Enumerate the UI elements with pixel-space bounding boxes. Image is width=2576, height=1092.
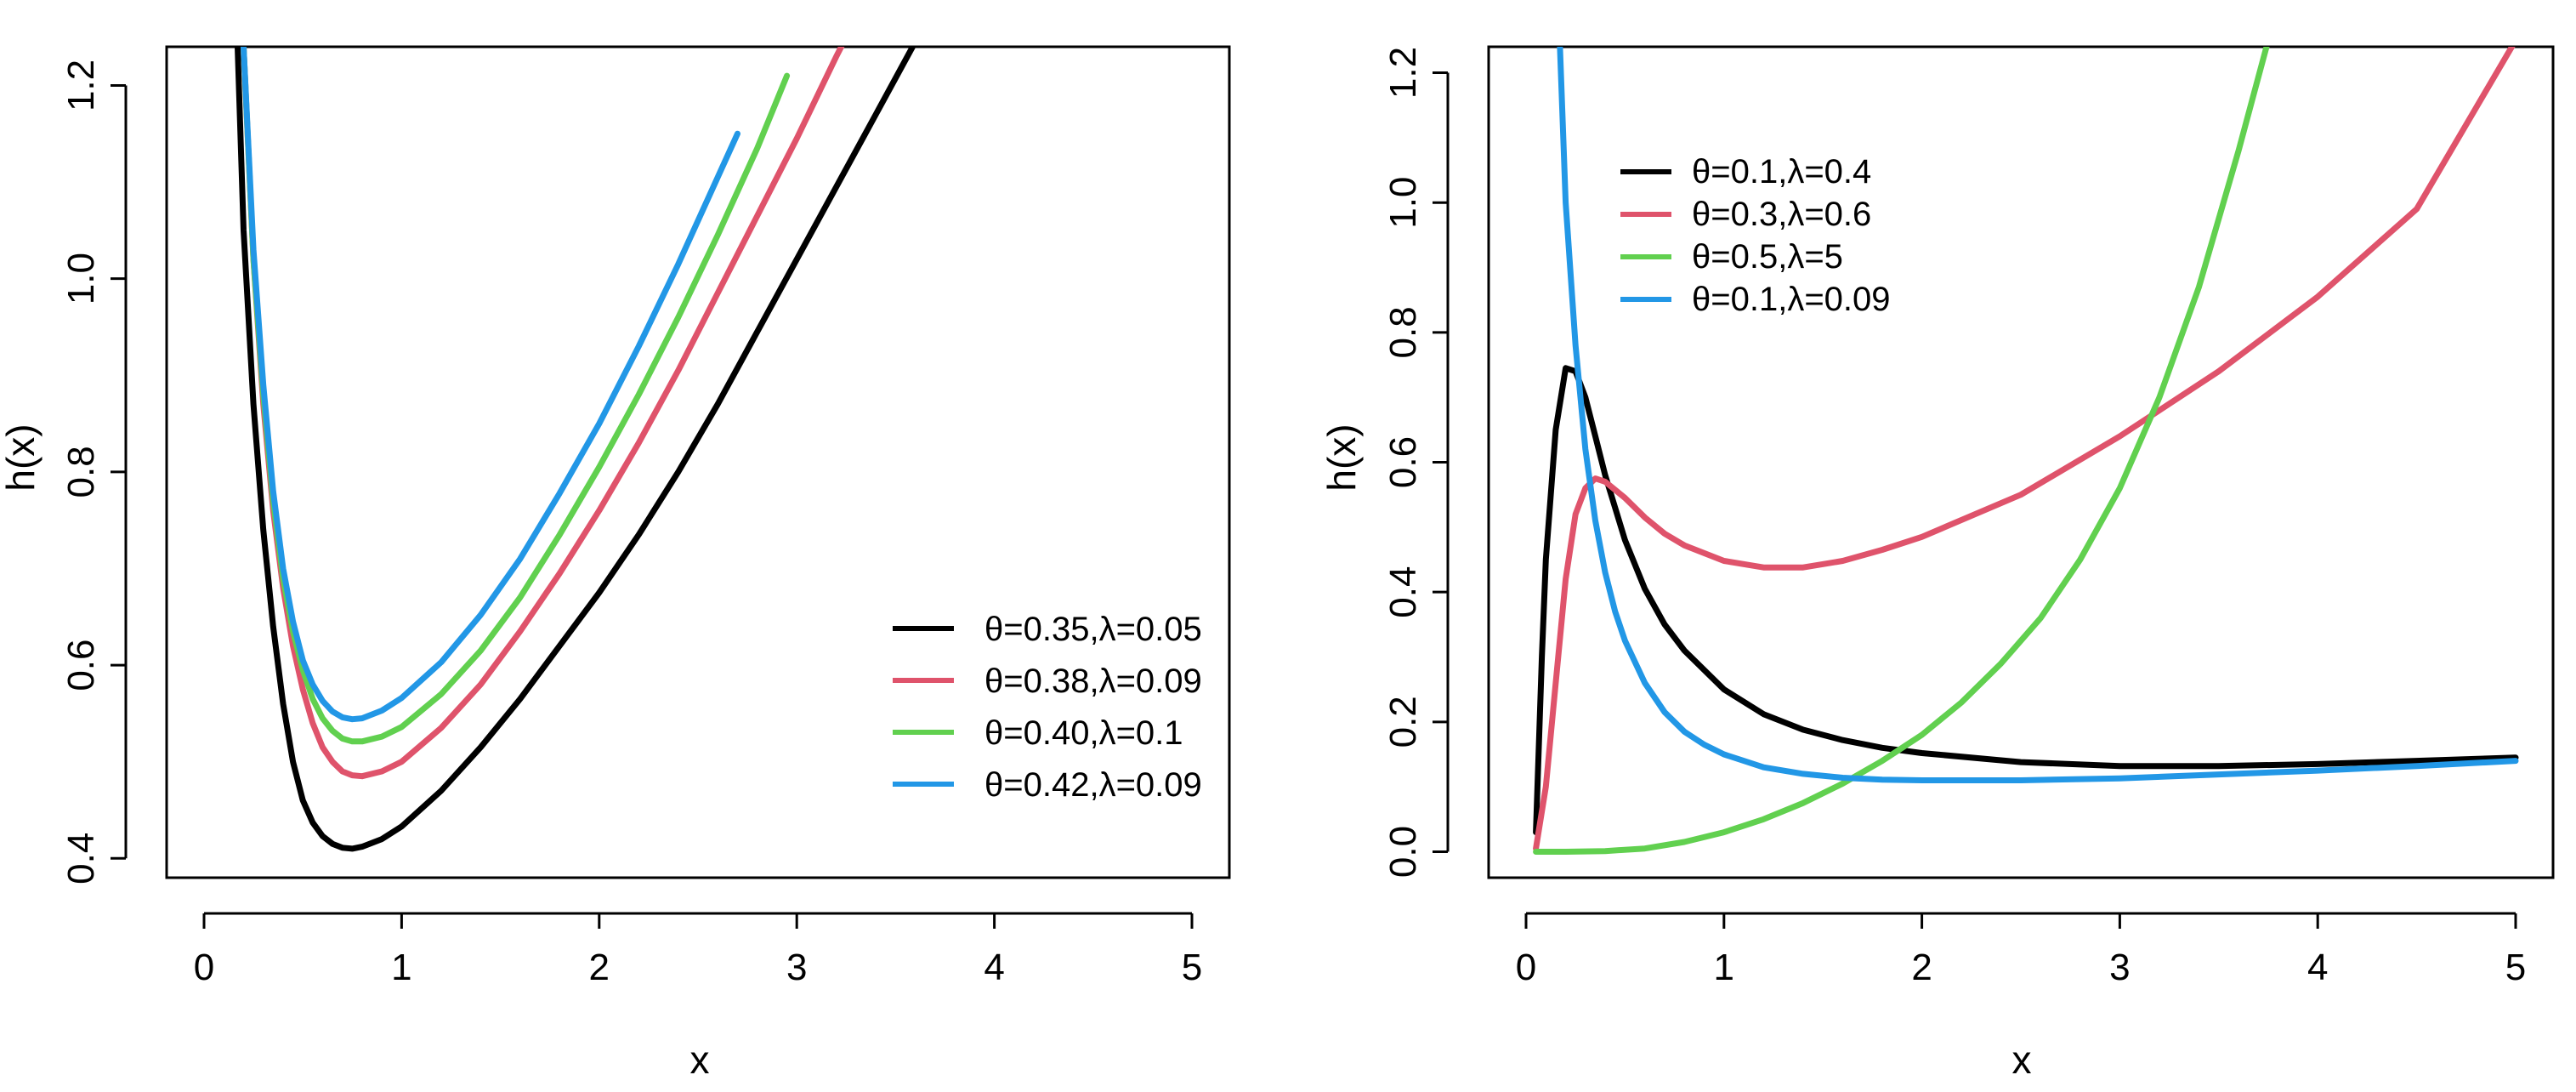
- left-legend-label-2: θ=0.38,λ=0.09: [984, 663, 1202, 700]
- right-plot-frame: [1487, 45, 2555, 879]
- right-x-tick-label-4: 4: [2307, 947, 2328, 988]
- right-series-line-4: [1557, 47, 2519, 783]
- left-series-line-1: [235, 47, 916, 852]
- right-series-line-1: [1533, 365, 2519, 836]
- left-chart-panel: 0 1 2 3 4 5 0.4 0.6 0.8 1.0 1.2 x h(x) θ=0.35,λ=0.…: [0, 45, 1231, 1082]
- left-legend-label-4: θ=0.42,λ=0.09: [984, 766, 1202, 804]
- right-y-tick-label-0.4: 0.4: [1382, 566, 1424, 618]
- left-series-group: [235, 47, 916, 852]
- left-x-tick-label-4: 4: [984, 947, 1004, 988]
- right-y-tick-label-0.2: 0.2: [1382, 696, 1424, 748]
- right-y-tick-label-0.8: 0.8: [1382, 306, 1424, 358]
- left-legend-label-3: θ=0.40,λ=0.1: [984, 714, 1183, 752]
- right-chart-panel: 0 1 2 3 4 5 0.0 0.2 0.4 0.6 0.8 1.0 1.2 x h(x) θ=0.1…: [1319, 45, 2555, 1082]
- left-y-tick-label-0.8: 0.8: [60, 446, 102, 498]
- right-legend: θ=0.1,λ=0.4 θ=0.3,λ=0.6 θ=0.5,λ=5 θ=0.1,…: [1620, 153, 1891, 318]
- right-y-axis-label: h(x): [1319, 424, 1364, 491]
- left-x-axis-label: x: [690, 1038, 710, 1082]
- left-y-tick-label-1.0: 1.0: [60, 253, 102, 304]
- right-x-tick-label-5: 5: [2505, 947, 2526, 988]
- right-y-tick-label-1.2: 1.2: [1382, 47, 1424, 99]
- left-y-tick-label-1.2: 1.2: [60, 60, 102, 111]
- right-x-axis-label: x: [2012, 1038, 2032, 1082]
- right-series-line-3: [1533, 47, 2270, 855]
- left-x-tick-label-1: 1: [391, 947, 411, 988]
- right-x-tick-label-0: 0: [1516, 947, 1536, 988]
- left-y-tick-label-0.4: 0.4: [60, 833, 102, 884]
- right-legend-label-1: θ=0.1,λ=0.4: [1692, 153, 1871, 191]
- left-legend: θ=0.35,λ=0.05 θ=0.38,λ=0.09 θ=0.40,λ=0.1…: [893, 611, 1202, 804]
- left-plot-frame: [165, 45, 1231, 879]
- left-x-tick-label-3: 3: [786, 947, 807, 988]
- right-x-tick-label-2: 2: [1911, 947, 1932, 988]
- right-y-tick-label-1.0: 1.0: [1382, 177, 1424, 229]
- left-y-axis-label: h(x): [0, 424, 43, 491]
- right-y-tick-label-0.0: 0.0: [1382, 826, 1424, 878]
- right-legend-label-4: θ=0.1,λ=0.09: [1692, 281, 1891, 318]
- right-x-tick-label-3: 3: [2109, 947, 2130, 988]
- right-series-group: [1533, 47, 2519, 855]
- right-y-tick-label-0.6: 0.6: [1382, 436, 1424, 488]
- right-series-line-2: [1533, 47, 2516, 852]
- right-legend-label-2: θ=0.3,λ=0.6: [1692, 196, 1871, 233]
- right-x-tick-label-1: 1: [1714, 947, 1734, 988]
- left-x-tick-label-0: 0: [194, 947, 214, 988]
- right-legend-label-3: θ=0.5,λ=5: [1692, 238, 1843, 276]
- left-series-line-4: [241, 47, 740, 723]
- left-x-tick-label-5: 5: [1182, 947, 1202, 988]
- left-x-tick-label-2: 2: [589, 947, 610, 988]
- left-y-tick-label-0.6: 0.6: [60, 639, 102, 691]
- left-legend-label-1: θ=0.35,λ=0.05: [984, 611, 1202, 648]
